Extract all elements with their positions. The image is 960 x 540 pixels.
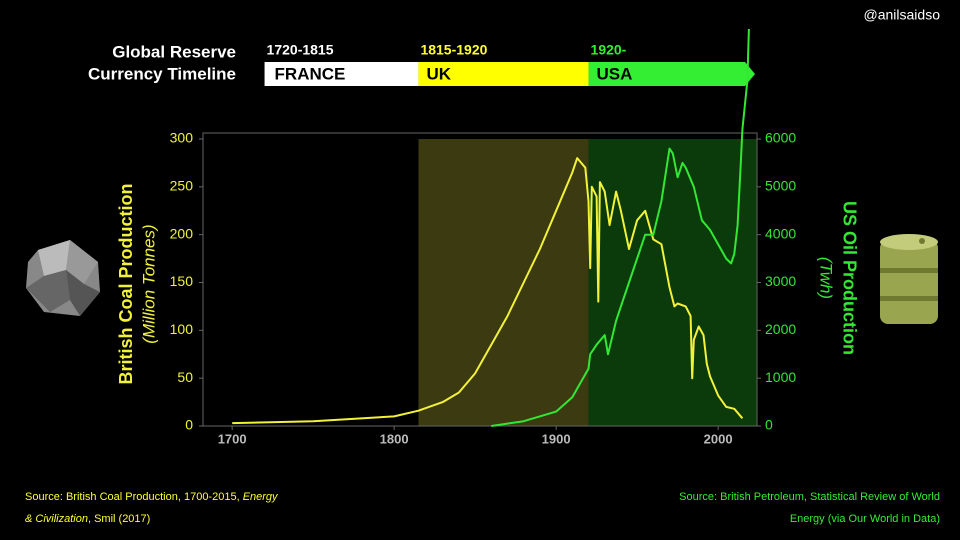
source-part: , Smil (2017) [88, 513, 150, 525]
timeline-period: 1920- [591, 42, 627, 58]
x-tick-label: 1900 [542, 431, 571, 446]
source-right: Source: British Petroleum, Statistical R… [679, 491, 940, 503]
y-axis-title: British Coal Production [116, 183, 136, 384]
coal-icon [26, 240, 100, 316]
source-part: Source: British Coal Production, 1700-20… [25, 491, 243, 503]
y-tick-label: 100 [170, 321, 194, 337]
timeline-box [588, 62, 755, 86]
source-part: Energy [243, 491, 279, 503]
y2-tick-label: 3000 [765, 273, 796, 289]
series-line [232, 157, 744, 425]
source-right: Energy (via Our World in Data) [790, 513, 940, 525]
source-left: & Civilization, Smil (2017) [25, 513, 150, 525]
timeline-box [264, 62, 419, 86]
y2-tick-label: 0 [765, 417, 773, 433]
x-tick-label: 1700 [218, 431, 247, 446]
plot-frame [202, 132, 758, 427]
y2-axis-title: US Oil Production [839, 201, 859, 355]
y2-tick-label: 1000 [765, 369, 796, 385]
source-left: Source: British Coal Production, 1700-20… [25, 491, 279, 503]
y-axis-unit: (Million Tonnes) [139, 224, 158, 343]
y2-tick-label: 4000 [765, 225, 796, 241]
timeline-name: USA [597, 64, 633, 83]
era-shade [588, 139, 757, 426]
timeline-period: 1815-1920 [420, 42, 487, 58]
source-part: Source: British Petroleum, Statistical R… [679, 491, 940, 503]
y-tick-label: 200 [170, 225, 194, 241]
timeline-box [418, 62, 589, 86]
x-tick-label: 1800 [380, 431, 409, 446]
handle: @anilsaidso [864, 7, 941, 23]
x-tick-label: 2000 [704, 431, 733, 446]
timeline-title: Global Reserve [112, 42, 236, 61]
y2-tick-label: 5000 [765, 178, 796, 194]
timeline-title: Currency Timeline [88, 64, 236, 83]
source-part: & Civilization [25, 513, 88, 525]
source-part: Energy (via Our World in Data) [790, 513, 940, 525]
y-tick-label: 0 [185, 417, 193, 433]
y2-axis-unit: (Twh) [817, 257, 836, 299]
y-tick-label: 250 [170, 178, 194, 194]
timeline-period: 1720-1815 [267, 42, 334, 58]
timeline-name: UK [426, 64, 451, 83]
series-line [491, 28, 750, 427]
y-tick-label: 300 [170, 130, 194, 146]
y-tick-label: 150 [170, 273, 194, 289]
timeline-name: FRANCE [275, 64, 346, 83]
y2-tick-label: 2000 [765, 321, 796, 337]
era-shade [418, 139, 589, 426]
y-tick-label: 50 [177, 369, 193, 385]
y2-tick-label: 6000 [765, 130, 796, 146]
barrel-icon [880, 234, 938, 324]
